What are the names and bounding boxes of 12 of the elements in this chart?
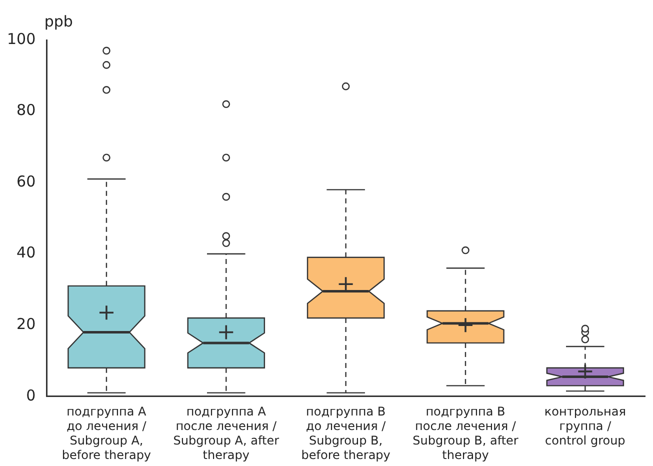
x-tick-label: подгруппа A до лечения / Subgroup A, before therapy bbox=[62, 404, 152, 462]
y-tick-label: 80 bbox=[16, 101, 36, 120]
y-tick-label: 20 bbox=[16, 315, 36, 334]
x-tick-label: подгруппа B после лечения / Subgroup B, after therapy bbox=[412, 404, 518, 462]
x-tick-label: подгруппа B до лечения / Subgroup B, before therapy bbox=[301, 404, 390, 462]
y-tick-label: 0 bbox=[26, 386, 36, 404]
x-tick-label: контрольная группа / control group bbox=[544, 404, 626, 448]
y-tick-label: 60 bbox=[16, 172, 36, 190]
x-tick-label: подгруппа A после лечения / Subgroup A, after therapy bbox=[173, 404, 280, 462]
y-tick-label: 100 bbox=[6, 30, 36, 48]
y-axis-title: ppb bbox=[44, 12, 73, 30]
y-tick-label: 40 bbox=[16, 244, 36, 262]
